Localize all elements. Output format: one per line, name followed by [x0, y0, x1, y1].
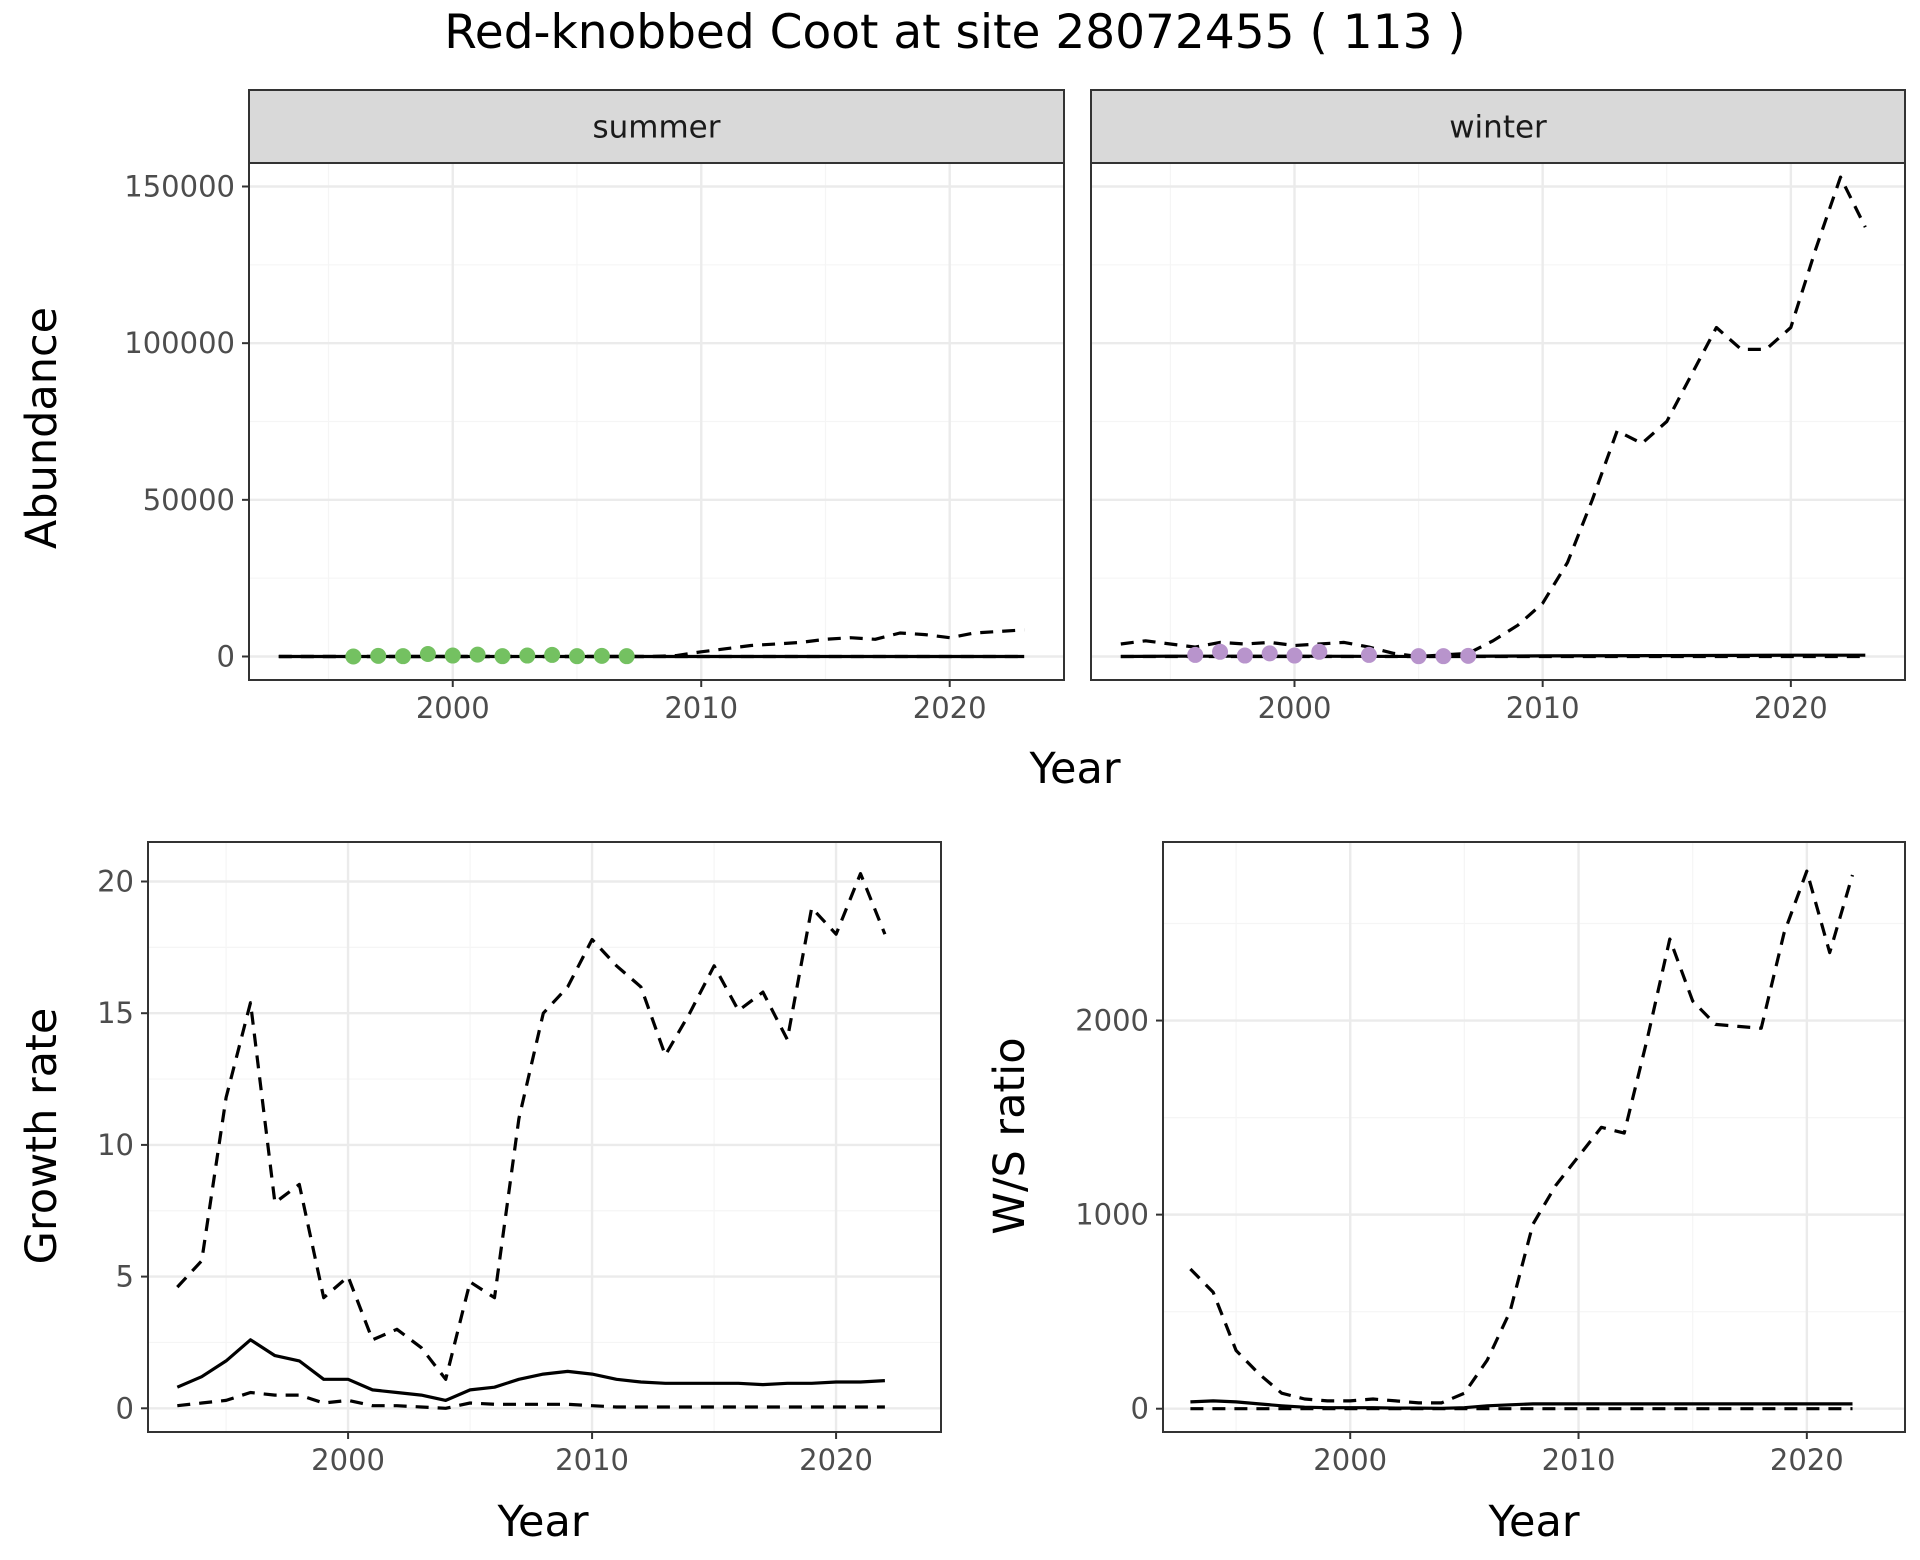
- x-tick-label: 2000: [311, 1443, 385, 1477]
- data-point-winter: [1460, 647, 1477, 664]
- y-tick-label: 5: [116, 1260, 134, 1294]
- data-point-winter: [1286, 647, 1303, 664]
- x-tick-label: 2000: [1258, 691, 1332, 725]
- data-point-summer: [519, 647, 536, 664]
- panel-border-winter: [1090, 162, 1906, 681]
- ratio-y-axis-title: W/S ratio: [985, 1037, 1035, 1234]
- ws-ratio-panel: 2000 2010 2020 0 1000 2000: [1075, 841, 1906, 1477]
- x-tick-label: 2010: [664, 691, 738, 725]
- data-point-winter: [1236, 647, 1253, 664]
- data-point-summer: [444, 647, 461, 664]
- summer-panel: summer 2000 2010 2020 0 50000 100000 150000: [124, 89, 1065, 725]
- x-tick-label: 2020: [913, 691, 987, 725]
- x-tick-label: 2010: [1542, 1443, 1616, 1477]
- panel-border-summer: [248, 162, 1065, 681]
- top-x-axis-title: Year: [1028, 744, 1120, 794]
- x-tick-label: 2020: [1770, 1443, 1844, 1477]
- y-tick-label: 15: [97, 996, 134, 1030]
- y-tick-label: 20: [97, 865, 134, 899]
- facet-strip-summer: [248, 89, 1065, 164]
- data-point-summer: [494, 648, 511, 665]
- data-point-summer: [469, 646, 486, 663]
- y-tick-label: 2000: [1075, 1004, 1149, 1038]
- ratio-x-axis-title: Year: [1487, 1497, 1579, 1547]
- data-point-summer: [370, 647, 387, 664]
- data-point-winter: [1212, 643, 1229, 660]
- facet-strip-label-summer: summer: [592, 110, 720, 146]
- data-point-winter: [1187, 646, 1204, 663]
- y-tick-label: 50000: [143, 483, 235, 517]
- data-point-winter: [1435, 648, 1452, 665]
- growth-y-axis-title: Growth rate: [17, 1008, 67, 1265]
- data-point-winter: [1360, 646, 1377, 663]
- panel-border-growth: [147, 841, 942, 1433]
- chart-title: Red-knobbed Coot at site 28072455 ( 113 …: [444, 5, 1466, 60]
- y-tick-label: 0: [116, 1391, 134, 1425]
- x-tick-label: 2020: [799, 1443, 873, 1477]
- data-point-winter: [1311, 643, 1328, 660]
- series-line-growth-3: [177, 1390, 885, 1410]
- x-tick-label: 2000: [1313, 1443, 1387, 1477]
- data-point-winter: [1261, 645, 1278, 662]
- series-line-growth-1: [176, 1338, 885, 1403]
- series-line-ratio-1: [1190, 1399, 1853, 1410]
- series-line-winter-2: [1120, 175, 1867, 659]
- data-point-summer: [419, 645, 436, 662]
- facet-strip-winter: [1090, 89, 1906, 164]
- x-tick-label: 2020: [1754, 691, 1828, 725]
- data-point-winter: [1410, 648, 1427, 665]
- y-tick-label: 100000: [124, 326, 235, 360]
- y-tick-label: 1000: [1075, 1198, 1149, 1232]
- series-line-growth-2: [176, 871, 887, 1381]
- series-line-ratio-2: [1189, 869, 1855, 1405]
- data-point-summer: [544, 646, 561, 663]
- x-tick-label: 2000: [416, 691, 490, 725]
- top-y-axis-title: Abundance: [17, 307, 67, 549]
- x-tick-label: 2010: [1506, 691, 1580, 725]
- data-point-summer: [395, 648, 412, 665]
- facet-strip-label-winter: winter: [1449, 110, 1547, 146]
- y-tick-label: 0: [217, 640, 235, 674]
- data-point-summer: [345, 648, 362, 665]
- data-point-summer: [568, 648, 585, 665]
- data-point-summer: [618, 648, 635, 665]
- y-tick-label: 10: [97, 1128, 134, 1162]
- growth-x-axis-title: Year: [496, 1497, 588, 1547]
- data-point-summer: [593, 647, 610, 664]
- y-tick-label: 0: [1131, 1392, 1149, 1426]
- y-tick-label: 150000: [124, 170, 235, 204]
- winter-panel: winter 2000 2010 2020: [1090, 89, 1906, 725]
- growth-rate-panel: 2000 2010 2020 0 5 10 15 20: [97, 841, 942, 1477]
- x-tick-label: 2010: [555, 1443, 629, 1477]
- panel-border-ratio: [1162, 841, 1906, 1433]
